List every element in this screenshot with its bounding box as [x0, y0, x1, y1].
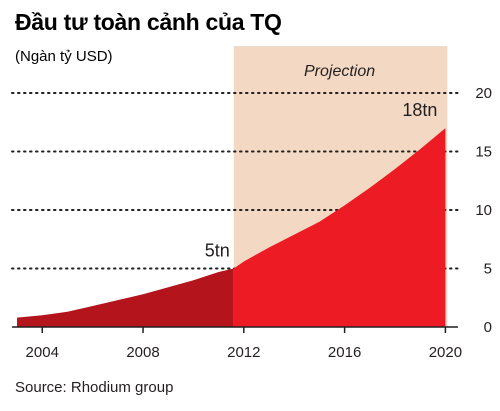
annotation-5tn: 5tn	[205, 241, 230, 261]
area-projection	[233, 128, 446, 327]
label-layer: Projection 5tn 18tn	[205, 63, 438, 261]
chart-title: Đầu tư toàn cảnh của TQ	[15, 9, 282, 35]
axis-layer: 0 5 10 15 20 2004 2008 2012 2016 2020	[12, 85, 492, 361]
area-layer	[17, 128, 446, 327]
annotation-18tn: 18tn	[402, 100, 437, 120]
y-tick-label-10: 10	[475, 202, 492, 219]
x-tick-label-2020: 2020	[429, 344, 462, 361]
y-tick-label-5: 5	[484, 261, 492, 278]
x-tick-label-2004: 2004	[26, 344, 59, 361]
y-tick-label-0: 0	[484, 319, 492, 336]
projection-label: Projection	[304, 63, 375, 80]
x-tick-label-2012: 2012	[227, 344, 260, 361]
y-tick-label-15: 15	[475, 144, 492, 161]
chart-subtitle: (Ngàn tỷ USD)	[15, 48, 113, 65]
x-tick-label-2008: 2008	[126, 344, 159, 361]
x-tick-label-2016: 2016	[328, 344, 361, 361]
area-historical	[17, 268, 234, 327]
chart-source: Source: Rhodium group	[15, 379, 173, 396]
y-tick-label-20: 20	[475, 85, 492, 102]
